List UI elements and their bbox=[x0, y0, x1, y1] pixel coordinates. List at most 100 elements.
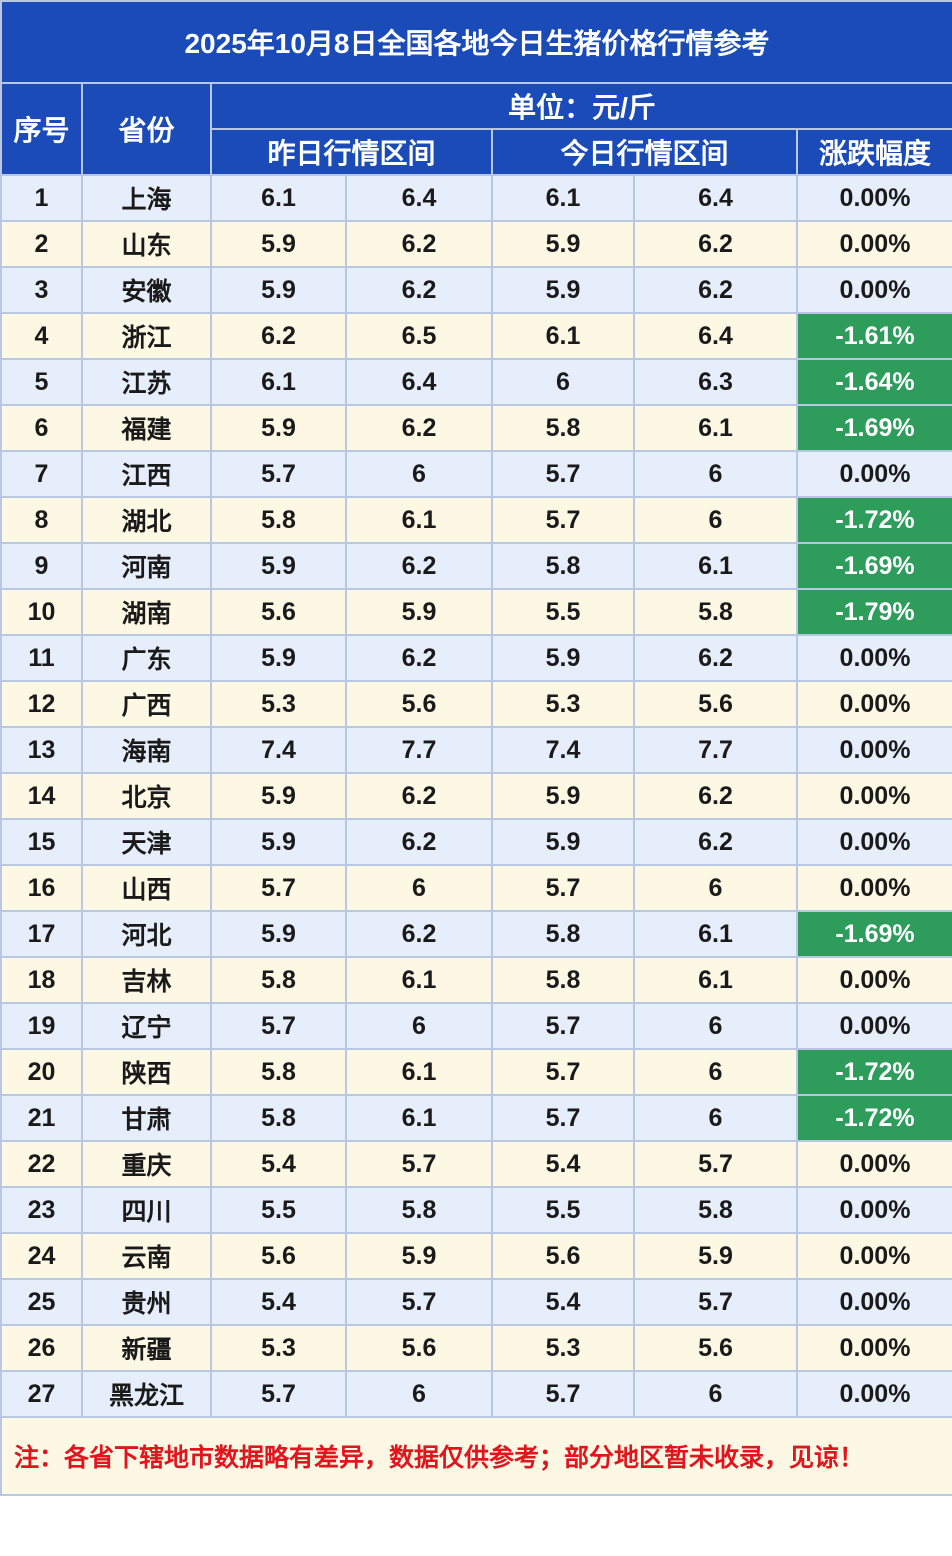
cell-today-high: 6 bbox=[633, 1048, 798, 1096]
table-row: 2 山东 5.9 6.2 5.9 6.2 0.00% bbox=[0, 220, 952, 268]
table-row: 6 福建 5.9 6.2 5.8 6.1 -1.69% bbox=[0, 404, 952, 452]
cell-change: 0.00% bbox=[796, 772, 952, 820]
cell-province: 重庆 bbox=[81, 1140, 212, 1188]
cell-today-low: 5.7 bbox=[491, 1094, 635, 1142]
cell-today-high: 5.8 bbox=[633, 1186, 798, 1234]
cell-today-low: 5.5 bbox=[491, 588, 635, 636]
cell-today-low: 5.9 bbox=[491, 266, 635, 314]
cell-today-high: 6 bbox=[633, 1370, 798, 1418]
table-row: 7 江西 5.7 6 5.7 6 0.00% bbox=[0, 450, 952, 498]
cell-yesterday-high: 6.2 bbox=[345, 910, 493, 958]
cell-province: 浙江 bbox=[81, 312, 212, 360]
table-row: 5 江苏 6.1 6.4 6 6.3 -1.64% bbox=[0, 358, 952, 406]
cell-province: 黑龙江 bbox=[81, 1370, 212, 1418]
cell-index: 6 bbox=[0, 404, 83, 452]
cell-province: 河北 bbox=[81, 910, 212, 958]
table-body: 1 上海 6.1 6.4 6.1 6.4 0.00% 2 山东 5.9 6.2 5.9 6.2 0.00%… bbox=[0, 174, 952, 1418]
cell-yesterday-low: 5.5 bbox=[210, 1186, 347, 1234]
cell-today-low: 5.3 bbox=[491, 680, 635, 728]
cell-yesterday-low: 5.3 bbox=[210, 680, 347, 728]
table-row: 8 湖北 5.8 6.1 5.7 6 -1.72% bbox=[0, 496, 952, 544]
cell-province: 天津 bbox=[81, 818, 212, 866]
cell-change: 0.00% bbox=[796, 634, 952, 682]
cell-index: 12 bbox=[0, 680, 83, 728]
footnote: 注：各省下辖地市数据略有差异，数据仅供参考；部分地区暂未收录，见谅！ bbox=[0, 1416, 952, 1496]
cell-today-low: 5.9 bbox=[491, 772, 635, 820]
cell-index: 4 bbox=[0, 312, 83, 360]
cell-change: 0.00% bbox=[796, 680, 952, 728]
cell-today-low: 5.7 bbox=[491, 1370, 635, 1418]
header-unit: 单位：元/斤 bbox=[210, 82, 952, 130]
cell-province: 福建 bbox=[81, 404, 212, 452]
cell-today-high: 6.2 bbox=[633, 772, 798, 820]
cell-today-low: 5.8 bbox=[491, 404, 635, 452]
table-row: 14 北京 5.9 6.2 5.9 6.2 0.00% bbox=[0, 772, 952, 820]
cell-change: -1.72% bbox=[796, 1094, 952, 1142]
cell-index: 26 bbox=[0, 1324, 83, 1372]
table-row: 26 新疆 5.3 5.6 5.3 5.6 0.00% bbox=[0, 1324, 952, 1372]
cell-index: 25 bbox=[0, 1278, 83, 1326]
cell-change: 0.00% bbox=[796, 1278, 952, 1326]
cell-today-high: 6.1 bbox=[633, 956, 798, 1004]
cell-yesterday-low: 5.9 bbox=[210, 818, 347, 866]
cell-yesterday-high: 6 bbox=[345, 1002, 493, 1050]
cell-yesterday-high: 6.2 bbox=[345, 220, 493, 268]
cell-yesterday-low: 5.8 bbox=[210, 1048, 347, 1096]
table-row: 23 四川 5.5 5.8 5.5 5.8 0.00% bbox=[0, 1186, 952, 1234]
cell-yesterday-low: 5.9 bbox=[210, 220, 347, 268]
cell-province: 湖南 bbox=[81, 588, 212, 636]
cell-today-low: 6 bbox=[491, 358, 635, 406]
cell-index: 18 bbox=[0, 956, 83, 1004]
cell-change: -1.79% bbox=[796, 588, 952, 636]
cell-province: 广西 bbox=[81, 680, 212, 728]
cell-change: 0.00% bbox=[796, 1232, 952, 1280]
cell-today-high: 6.2 bbox=[633, 818, 798, 866]
cell-today-high: 5.7 bbox=[633, 1140, 798, 1188]
cell-index: 21 bbox=[0, 1094, 83, 1142]
header-index: 序号 bbox=[0, 82, 83, 176]
cell-change: -1.69% bbox=[796, 542, 952, 590]
cell-index: 23 bbox=[0, 1186, 83, 1234]
price-table: 2025年10月8日全国各地今日生猪价格行情参考 序号 省份 单位：元/斤 昨日… bbox=[0, 0, 952, 1496]
cell-change: 0.00% bbox=[796, 220, 952, 268]
cell-today-high: 5.9 bbox=[633, 1232, 798, 1280]
cell-yesterday-low: 5.9 bbox=[210, 542, 347, 590]
table-row: 27 黑龙江 5.7 6 5.7 6 0.00% bbox=[0, 1370, 952, 1418]
cell-yesterday-low: 5.6 bbox=[210, 588, 347, 636]
cell-index: 17 bbox=[0, 910, 83, 958]
table-row: 9 河南 5.9 6.2 5.8 6.1 -1.69% bbox=[0, 542, 952, 590]
cell-yesterday-low: 5.4 bbox=[210, 1278, 347, 1326]
table-row: 25 贵州 5.4 5.7 5.4 5.7 0.00% bbox=[0, 1278, 952, 1326]
cell-yesterday-high: 6.2 bbox=[345, 634, 493, 682]
cell-yesterday-high: 6 bbox=[345, 864, 493, 912]
cell-change: 0.00% bbox=[796, 450, 952, 498]
cell-change: -1.69% bbox=[796, 404, 952, 452]
cell-yesterday-high: 6.4 bbox=[345, 174, 493, 222]
table-row: 17 河北 5.9 6.2 5.8 6.1 -1.69% bbox=[0, 910, 952, 958]
cell-yesterday-low: 5.7 bbox=[210, 450, 347, 498]
cell-yesterday-high: 6.1 bbox=[345, 956, 493, 1004]
cell-yesterday-high: 5.9 bbox=[345, 1232, 493, 1280]
cell-today-low: 6.1 bbox=[491, 312, 635, 360]
cell-yesterday-low: 5.7 bbox=[210, 864, 347, 912]
cell-change: -1.72% bbox=[796, 496, 952, 544]
cell-change: 0.00% bbox=[796, 1186, 952, 1234]
cell-today-low: 5.4 bbox=[491, 1140, 635, 1188]
cell-today-high: 6.4 bbox=[633, 174, 798, 222]
table-row: 20 陕西 5.8 6.1 5.7 6 -1.72% bbox=[0, 1048, 952, 1096]
table-row: 3 安徽 5.9 6.2 5.9 6.2 0.00% bbox=[0, 266, 952, 314]
cell-today-high: 6 bbox=[633, 450, 798, 498]
table-row: 11 广东 5.9 6.2 5.9 6.2 0.00% bbox=[0, 634, 952, 682]
cell-yesterday-low: 5.9 bbox=[210, 772, 347, 820]
cell-today-high: 7.7 bbox=[633, 726, 798, 774]
cell-yesterday-high: 5.6 bbox=[345, 1324, 493, 1372]
cell-yesterday-low: 5.8 bbox=[210, 496, 347, 544]
cell-province: 河南 bbox=[81, 542, 212, 590]
cell-yesterday-low: 5.4 bbox=[210, 1140, 347, 1188]
cell-yesterday-high: 5.6 bbox=[345, 680, 493, 728]
table-row: 24 云南 5.6 5.9 5.6 5.9 0.00% bbox=[0, 1232, 952, 1280]
table-row: 19 辽宁 5.7 6 5.7 6 0.00% bbox=[0, 1002, 952, 1050]
cell-index: 24 bbox=[0, 1232, 83, 1280]
cell-index: 5 bbox=[0, 358, 83, 406]
